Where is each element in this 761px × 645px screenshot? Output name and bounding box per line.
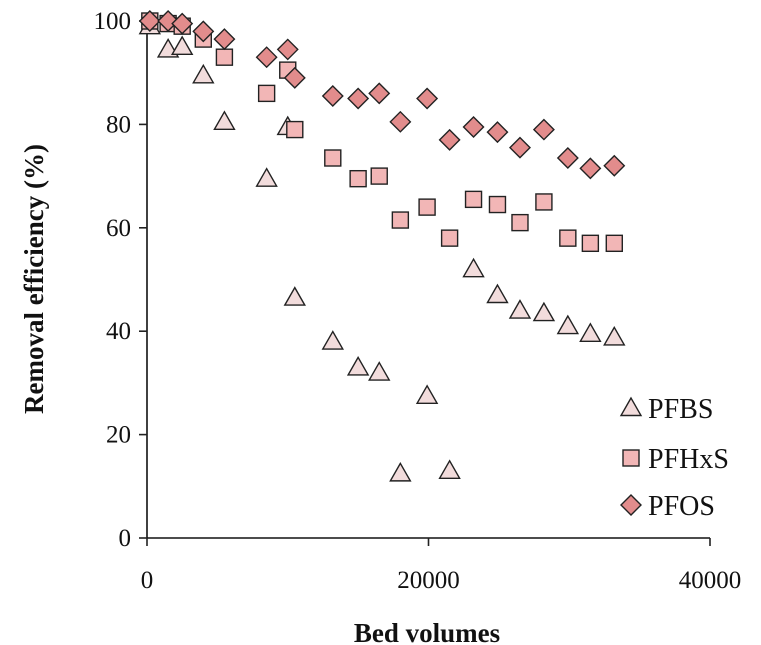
pfbs-point (321, 330, 344, 350)
pfhxs-legend-marker (622, 449, 640, 467)
y-tick-label: 0 (119, 525, 132, 552)
pfos-point (192, 20, 215, 43)
y-tick-label: 40 (106, 318, 131, 345)
pfhxs-point (535, 193, 553, 211)
pfhxs-point (440, 229, 459, 247)
pfhxs-point (324, 149, 342, 167)
pfos-point (321, 84, 344, 107)
pfbs-point (283, 286, 306, 306)
pfhxs-point (581, 234, 600, 253)
pfbs-point (579, 322, 602, 342)
pfos-point (462, 115, 485, 138)
pfhxs-point (349, 169, 367, 188)
pfos-point (347, 87, 370, 110)
y-tick-label: 20 (106, 422, 131, 449)
pfhxs-point (559, 229, 577, 247)
y-tick-label: 80 (106, 111, 131, 138)
pfhxs-point (257, 84, 276, 103)
ticks (139, 20, 711, 546)
pfbs-point (438, 459, 461, 479)
x-axis-title: Bed volumes (354, 618, 500, 645)
pfos-point (438, 128, 461, 151)
pfos-point (389, 110, 412, 133)
pfhxs-point (464, 190, 483, 209)
pfbs-point (486, 283, 509, 304)
legend-item-pfos: PFOS (620, 491, 715, 522)
legend-label: PFBS (648, 394, 713, 425)
pfos-point (532, 118, 555, 141)
pfos-point (157, 10, 180, 32)
pfhxs-point (391, 211, 410, 229)
legend-label: PFHxS (648, 444, 729, 475)
pfbs-point (532, 301, 556, 322)
pfhxs-point (511, 213, 529, 232)
pfhxs-point (605, 234, 623, 253)
pfhxs-point (488, 195, 507, 214)
data-points (138, 10, 626, 482)
pfos-point (603, 154, 626, 177)
pfos-point (508, 136, 531, 159)
pfhxs-point (418, 198, 436, 216)
pfbs-point (192, 63, 215, 84)
pfhxs-point (215, 48, 234, 66)
legend: PFBS PFHxS PFOS (619, 394, 729, 522)
pfbs-point (368, 361, 391, 381)
pfos-point (368, 82, 391, 105)
y-tick-label: 60 (106, 215, 131, 242)
pfos-point (486, 121, 509, 144)
pfbs-point (346, 355, 370, 376)
pfbs-point (255, 167, 278, 187)
x-tick-label: 40000 (679, 567, 742, 594)
pfbs-point (389, 461, 412, 482)
legend-item-pfhxs: PFHxS (622, 444, 729, 475)
pfbs-point (556, 314, 580, 335)
pfbs-point (170, 35, 194, 56)
pfhxs-point (370, 167, 388, 185)
pfos-point (213, 28, 236, 51)
legend-item-pfbs: PFBS (619, 394, 713, 425)
pfbs-legend-marker (619, 396, 643, 417)
pfbs-point (213, 110, 236, 131)
pfos-point (579, 157, 602, 180)
pfos-point (255, 46, 278, 69)
pfos-point (416, 87, 439, 110)
y-axis-title: Removal efficiency (%) (19, 144, 49, 414)
pfos-point (276, 38, 299, 61)
y-tick-label: 100 (94, 8, 132, 35)
pfbs-point (508, 299, 532, 319)
series-pfos (138, 10, 626, 180)
pfos-legend-marker (620, 494, 642, 516)
pfos-point (138, 10, 161, 32)
tick-labels: 0 20 40 60 80 100 0 20000 40000 (94, 8, 742, 594)
pfos-point (556, 147, 579, 169)
x-tick-label: 20000 (397, 567, 460, 594)
pfos-point (171, 12, 194, 35)
pfbs-point (415, 384, 439, 405)
pfos-point (283, 66, 306, 89)
legend-label: PFOS (648, 491, 715, 522)
pfbs-point (462, 257, 485, 278)
x-tick-label: 0 (141, 567, 154, 594)
pfbs-point (603, 325, 626, 346)
pfhxs-point (286, 120, 304, 139)
